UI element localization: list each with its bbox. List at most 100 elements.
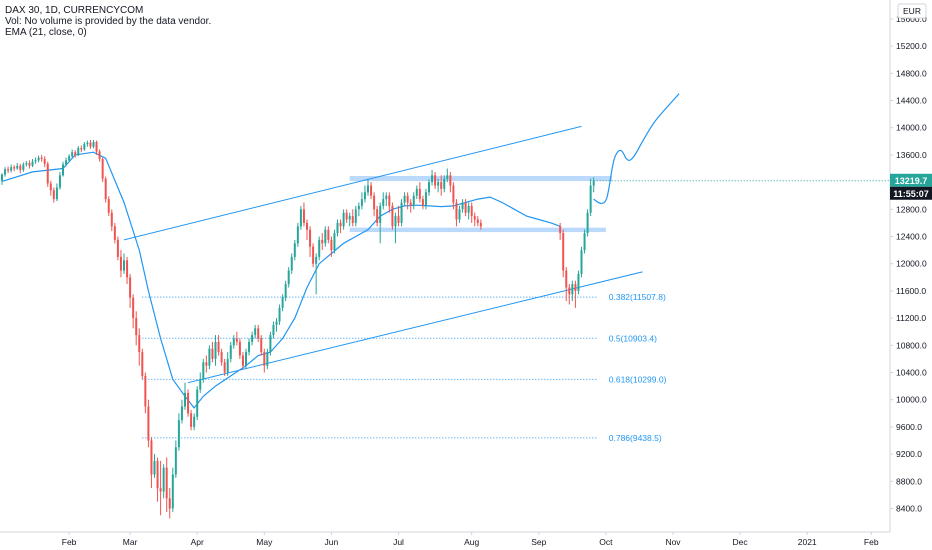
candle-body: [180, 406, 183, 421]
candle-body: [275, 321, 278, 325]
candle-body: [589, 185, 592, 213]
candle-body: [565, 270, 568, 288]
candle: [461, 199, 464, 213]
candle-body: [55, 187, 58, 200]
candle-body: [101, 158, 104, 179]
candle-body: [342, 212, 345, 227]
candle: [449, 171, 452, 193]
candle: [400, 199, 403, 227]
candle-body: [568, 287, 571, 295]
candle: [574, 280, 577, 308]
candle: [424, 188, 427, 210]
candle-body: [336, 222, 339, 234]
candle-body: [327, 229, 330, 240]
candle: [22, 162, 25, 172]
candle-body: [211, 348, 214, 359]
price-tick-label: 12400.0: [896, 232, 927, 242]
candle: [251, 331, 254, 346]
candle-body: [449, 175, 452, 186]
candle-body: [299, 209, 302, 227]
candle: [589, 178, 592, 217]
candle-body: [330, 239, 333, 251]
candle-body: [232, 338, 235, 346]
candle-body: [129, 277, 132, 298]
candle-body: [431, 175, 434, 183]
candle: [327, 226, 330, 244]
candle: [312, 243, 315, 268]
price-tick-label: 15200.0: [896, 41, 927, 51]
candle-body: [263, 352, 266, 366]
candle-body: [321, 239, 324, 244]
candle: [385, 192, 388, 206]
candle-body: [272, 324, 275, 336]
candle: [83, 141, 86, 151]
candle-body: [110, 212, 113, 227]
candle-body: [284, 284, 287, 298]
time-tick-label: 2021: [798, 537, 817, 547]
currency-badge-label: EUR: [903, 6, 921, 16]
chart-legend: DAX 30, 1D, CURRENCYCOM Vol: No volume i…: [5, 5, 211, 38]
candle: [245, 348, 247, 370]
candle: [187, 389, 190, 417]
candle: [4, 167, 7, 177]
candle: [123, 253, 125, 274]
candle-body: [71, 152, 74, 157]
candle-body: [98, 151, 101, 159]
candle: [199, 372, 202, 393]
candle-body: [278, 307, 281, 322]
candle-body: [184, 392, 186, 407]
candle-body: [25, 163, 28, 165]
candle-body: [562, 233, 565, 271]
candle: [248, 338, 251, 356]
candle-body: [418, 188, 421, 200]
candle-body: [141, 352, 144, 376]
candle: [119, 250, 122, 278]
candle-body: [95, 141, 98, 152]
ema-indicator-label[interactable]: EMA (21, close, 0): [5, 27, 87, 38]
candle: [86, 140, 89, 147]
candle-body: [104, 178, 107, 200]
candle: [315, 253, 318, 295]
candle-body: [144, 375, 147, 407]
candle: [287, 267, 290, 288]
candle-body: [58, 175, 61, 188]
candle-body: [391, 205, 394, 227]
candle: [46, 161, 49, 187]
candle: [126, 256, 129, 285]
candle: [190, 409, 193, 431]
time-tick-label: Jul: [393, 537, 404, 547]
candle: [34, 157, 37, 164]
candle: [357, 202, 360, 217]
candle: [306, 219, 308, 240]
candle-body: [49, 183, 52, 191]
candle: [235, 331, 238, 346]
candle-body: [281, 297, 284, 308]
candle-body: [43, 158, 46, 164]
candle-body: [171, 474, 174, 509]
candle: [583, 229, 586, 254]
candle-body: [126, 260, 129, 278]
price-tick-label: 12800.0: [896, 204, 927, 214]
candle: [129, 273, 132, 308]
candle-body: [254, 328, 257, 336]
candle: [345, 209, 348, 223]
candle-body: [31, 161, 34, 166]
candle: [363, 185, 366, 203]
candle: [62, 161, 64, 177]
candle: [452, 182, 455, 210]
candle: [214, 335, 217, 366]
candle: [382, 192, 385, 210]
candle: [284, 280, 287, 302]
candle-body: [464, 202, 467, 213]
candle: [565, 267, 568, 302]
candle-body: [119, 256, 122, 271]
candle: [10, 164, 13, 173]
candle: [40, 154, 43, 162]
candle-body: [470, 205, 473, 217]
candle: [141, 348, 144, 380]
candle: [92, 139, 95, 149]
candle-body: [339, 222, 342, 227]
candle: [415, 185, 418, 200]
candle: [43, 156, 46, 168]
